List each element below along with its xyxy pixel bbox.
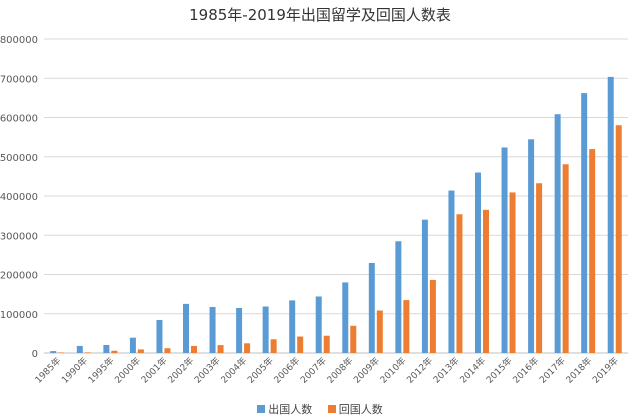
bar-returned [589, 149, 596, 353]
chart-title: 1985年-2019年出国留学及回国人数表 [189, 6, 451, 24]
x-tick-label: 2007年 [298, 355, 329, 386]
bar-outbound [315, 296, 322, 353]
bar-returned [191, 345, 197, 353]
bar-returned [483, 209, 489, 353]
bar-returned [217, 345, 224, 353]
bar-outbound [156, 320, 163, 353]
y-tick-label: 200000 [0, 271, 38, 282]
bar-outbound [289, 300, 296, 353]
bar-outbound [501, 147, 508, 353]
x-tick-label: 2018年 [563, 355, 594, 386]
bar-returned [562, 164, 569, 353]
bar-outbound [209, 306, 216, 353]
bar-returned [509, 192, 516, 353]
bar-outbound [581, 93, 588, 354]
bar-outbound [183, 303, 189, 353]
bar-outbound [528, 139, 535, 353]
bar-outbound [50, 351, 57, 353]
x-tick-label: 2019年 [590, 355, 621, 386]
bar-returned [615, 125, 622, 354]
bar-outbound [395, 241, 402, 353]
x-tick-label: 2012年 [404, 355, 435, 386]
bar-returned [376, 310, 383, 353]
y-tick-label: 500000 [0, 153, 38, 164]
x-tick-label: 1990年 [59, 355, 90, 386]
x-tick-label: 2003年 [192, 355, 223, 386]
bar-returned [403, 300, 410, 353]
bar-outbound [129, 337, 136, 353]
bar-outbound [448, 190, 455, 353]
y-tick-label: 0 [32, 349, 38, 360]
legend-item-returned: 回国人数 [327, 401, 383, 417]
x-tick-label: 2000年 [112, 355, 143, 386]
y-tick-label: 600000 [0, 114, 38, 125]
legend-label-returned: 回国人数 [338, 403, 383, 416]
legend-swatch-outbound [257, 405, 266, 413]
legend-swatch-returned [327, 405, 336, 413]
bar-returned [111, 350, 118, 353]
bar-returned [137, 349, 144, 353]
bar-returned [323, 335, 330, 353]
legend-item-outbound: 出国人数 [257, 401, 312, 417]
x-tick-label: 2014年 [457, 355, 488, 386]
x-tick-label: 2015年 [484, 355, 515, 386]
x-tick-label: 2008年 [324, 355, 355, 386]
bar-returned [84, 352, 91, 353]
bar-returned [297, 336, 304, 353]
bar-outbound [421, 219, 428, 353]
bar-outbound [262, 306, 269, 353]
bar-outbound [236, 307, 243, 353]
bar-returned [350, 325, 357, 353]
bar-outbound [554, 114, 561, 353]
bar-outbound [368, 262, 375, 353]
x-tick-label: 2009年 [351, 355, 382, 386]
bar-outbound [103, 345, 110, 353]
legend: 出国人数 回国人数 [0, 401, 640, 417]
bar-returned [429, 279, 436, 353]
x-tick-label: 2016年 [510, 355, 541, 386]
bar-returned [244, 343, 251, 353]
bar-outbound [76, 345, 83, 353]
y-tick-label: 800000 [0, 35, 38, 46]
bar-returned [270, 339, 277, 353]
bar-returned [456, 214, 463, 353]
x-tick-label: 1995年 [85, 355, 116, 386]
x-tick-label: 2004年 [218, 355, 249, 386]
bar-outbound [475, 172, 481, 353]
bar-outbound [342, 282, 349, 353]
x-tick-label: 2010年 [377, 355, 408, 386]
y-tick-label: 400000 [0, 192, 38, 203]
x-tick-label: 2002年 [165, 355, 196, 386]
y-tick-label: 300000 [0, 231, 38, 242]
x-tick-label: 2001年 [139, 355, 170, 386]
x-tick-label: 2005年 [245, 355, 276, 386]
x-tick-label: 2006年 [271, 355, 302, 386]
x-tick-label: 2013年 [431, 355, 462, 386]
bar-returned [164, 348, 171, 353]
x-tick-label: 2017年 [537, 355, 568, 386]
bar-outbound [607, 76, 614, 353]
bar-returned [58, 352, 65, 353]
bar-returned [536, 183, 543, 353]
y-tick-label: 100000 [0, 310, 38, 321]
y-tick-label: 700000 [0, 74, 38, 85]
legend-label-outbound: 出国人数 [268, 403, 313, 416]
